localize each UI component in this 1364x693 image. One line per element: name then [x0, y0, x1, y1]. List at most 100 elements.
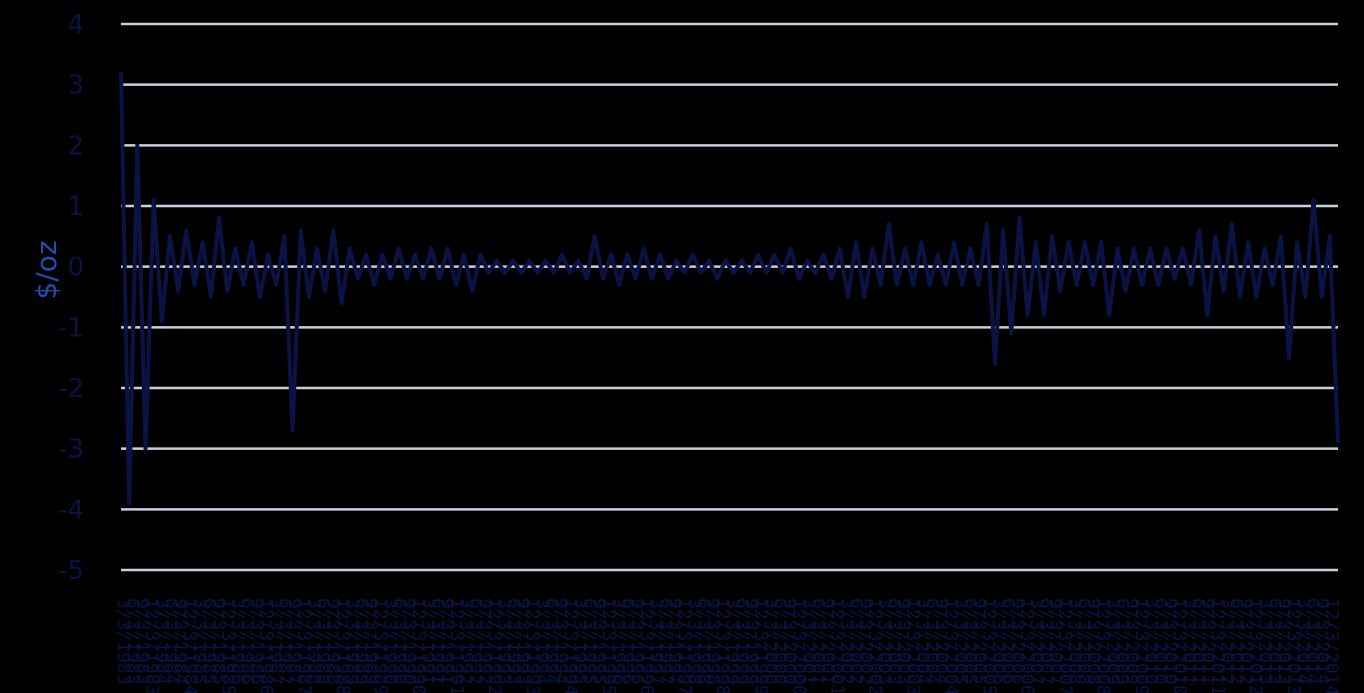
x-tick-label: 3/3/2000 — [760, 598, 781, 685]
x-tick-label: 3/3/1986 — [227, 598, 248, 685]
y-tick-label: -1 — [58, 313, 84, 343]
x-tick-label: 3/3/2004 — [912, 598, 933, 685]
x-tick-label: 3/3/1989 — [341, 598, 362, 685]
x-tick-label: 3/3/1992 — [455, 598, 476, 685]
y-tick-label: -2 — [58, 374, 84, 404]
x-tick-label: 6/3/2014 — [1302, 598, 1323, 685]
x-tick-label: 9/3/2013 — [1273, 598, 1294, 685]
x-tick-label: 12/3/1990 — [408, 598, 429, 693]
x-tick-label: 9/3/1991 — [436, 598, 457, 685]
x-tick-label: 12/3/2014 — [1321, 598, 1342, 693]
x-tick-label: 9/3/1996 — [627, 598, 648, 685]
y-tick-label: -4 — [58, 495, 84, 525]
x-tick-label: 12/3/1983 — [142, 598, 163, 693]
x-tick-label: 9/3/2004 — [931, 598, 952, 685]
x-tick-label: 9/3/1986 — [246, 598, 267, 685]
x-tick-label: 3/3/2005 — [950, 598, 971, 685]
x-tick-label: 12/3/1996 — [636, 598, 657, 693]
x-tick-label: 3/3/1995 — [570, 598, 591, 685]
x-tick-label: 9/3/1983 — [132, 598, 153, 685]
x-tick-label: 3/3/2013 — [1254, 598, 1275, 685]
x-tick-label: 12/3/2013 — [1283, 598, 1304, 693]
x-tick-label: 6/3/1992 — [465, 598, 486, 685]
x-tick-label: 9/3/1999 — [741, 598, 762, 685]
y-tick-label: -5 — [58, 556, 84, 586]
x-tick-label: 9/3/2010 — [1159, 598, 1180, 685]
x-tick-label: 3/3/2009 — [1102, 598, 1123, 685]
x-tick-label: 12/3/2006 — [1017, 598, 1038, 693]
x-tick-label: 3/3/2012 — [1216, 598, 1237, 685]
y-tick-label: 2 — [67, 131, 84, 161]
y-tick-label: 0 — [67, 253, 84, 283]
x-axis-ticks: 3/3/19836/3/19839/3/198312/3/19833/3/198… — [113, 598, 1342, 693]
x-tick-label: 9/3/2009 — [1121, 598, 1142, 685]
x-tick-label: 3/3/1996 — [608, 598, 629, 685]
x-tick-label: 6/3/1993 — [503, 598, 524, 685]
x-tick-label: 6/3/2007 — [1036, 598, 1057, 685]
y-tick-label: 4 — [67, 10, 84, 40]
x-tick-label: 9/3/2002 — [855, 598, 876, 685]
x-tick-label: 3/3/1984 — [151, 598, 172, 685]
x-tick-label: 6/3/1991 — [427, 598, 448, 685]
x-tick-label: 3/3/1988 — [303, 598, 324, 685]
x-tick-label: 3/3/2006 — [988, 598, 1009, 685]
x-tick-label: 12/3/1995 — [598, 598, 619, 693]
x-tick-label: 6/3/1989 — [351, 598, 372, 685]
x-tick-label: 6/3/1995 — [579, 598, 600, 685]
x-tick-label: 12/3/1993 — [522, 598, 543, 693]
series-line — [119, 72, 1340, 506]
x-tick-label: 3/3/1991 — [417, 598, 438, 685]
x-tick-label: 9/3/1984 — [170, 598, 191, 685]
x-tick-label: 6/3/1987 — [275, 598, 296, 685]
y-axis-ticks: 4 3 2 1 0 -1 -2 -3 -4 -5 — [58, 10, 84, 586]
series-line-path — [119, 72, 1340, 506]
x-tick-label: 12/3/1999 — [750, 598, 771, 693]
x-tick-label: 6/3/2001 — [807, 598, 828, 685]
x-tick-label: 12/3/2001 — [826, 598, 847, 693]
x-tick-label: 12/3/1994 — [560, 598, 581, 693]
x-tick-label: 9/3/1994 — [551, 598, 572, 685]
x-tick-label: 6/3/2006 — [998, 598, 1019, 685]
x-tick-label: 12/3/1985 — [218, 598, 239, 693]
x-tick-label: 12/3/1986 — [256, 598, 277, 693]
x-tick-label: 3/3/1985 — [189, 598, 210, 685]
x-tick-label: 3/3/2008 — [1064, 598, 1085, 685]
x-tick-label: 3/3/1998 — [684, 598, 705, 685]
x-tick-label: 3/3/2007 — [1026, 598, 1047, 685]
x-tick-label: 3/3/2014 — [1293, 598, 1314, 685]
x-tick-label: 3/3/1999 — [722, 598, 743, 685]
x-tick-label: 12/3/2005 — [979, 598, 1000, 693]
x-tick-label: 12/3/1989 — [370, 598, 391, 693]
x-tick-label: 9/3/2012 — [1235, 598, 1256, 685]
x-tick-label: 12/3/2002 — [864, 598, 885, 693]
x-tick-label: 6/3/2012 — [1226, 598, 1247, 685]
y-tick-label: -3 — [58, 435, 84, 465]
x-tick-label: 9/3/1993 — [513, 598, 534, 685]
x-tick-label: 12/3/2003 — [903, 598, 924, 693]
x-tick-label: 6/3/1983 — [123, 598, 144, 685]
y-tick-label: 1 — [67, 192, 84, 222]
x-tick-label: 6/3/2010 — [1150, 598, 1171, 685]
x-tick-label: 9/3/1995 — [589, 598, 610, 685]
x-tick-label: 9/3/1990 — [398, 598, 419, 685]
x-tick-label: 3/3/1987 — [265, 598, 286, 685]
x-tick-label: 9/3/1985 — [208, 598, 229, 685]
x-tick-label: 9/3/2003 — [893, 598, 914, 685]
x-tick-label: 9/3/1997 — [665, 598, 686, 685]
x-tick-label: 6/3/2002 — [845, 598, 866, 685]
x-tick-label: 6/3/2013 — [1264, 598, 1285, 685]
x-tick-label: 6/3/2008 — [1074, 598, 1095, 685]
x-tick-label: 9/3/2014 — [1312, 598, 1333, 685]
x-tick-label: 12/3/2008 — [1093, 598, 1114, 693]
x-tick-label: 9/3/1989 — [360, 598, 381, 685]
x-tick-label: 12/3/2010 — [1169, 598, 1190, 693]
x-tick-label: 12/3/1988 — [332, 598, 353, 693]
x-tick-label: 3/3/2003 — [874, 598, 895, 685]
x-tick-label: 6/3/1997 — [655, 598, 676, 685]
x-tick-label: 6/3/1988 — [313, 598, 334, 685]
x-tick-label: 6/3/2000 — [769, 598, 790, 685]
x-tick-label: 6/3/2009 — [1112, 598, 1133, 685]
x-tick-label: 12/3/2009 — [1131, 598, 1152, 693]
x-tick-label: 9/3/1987 — [284, 598, 305, 685]
